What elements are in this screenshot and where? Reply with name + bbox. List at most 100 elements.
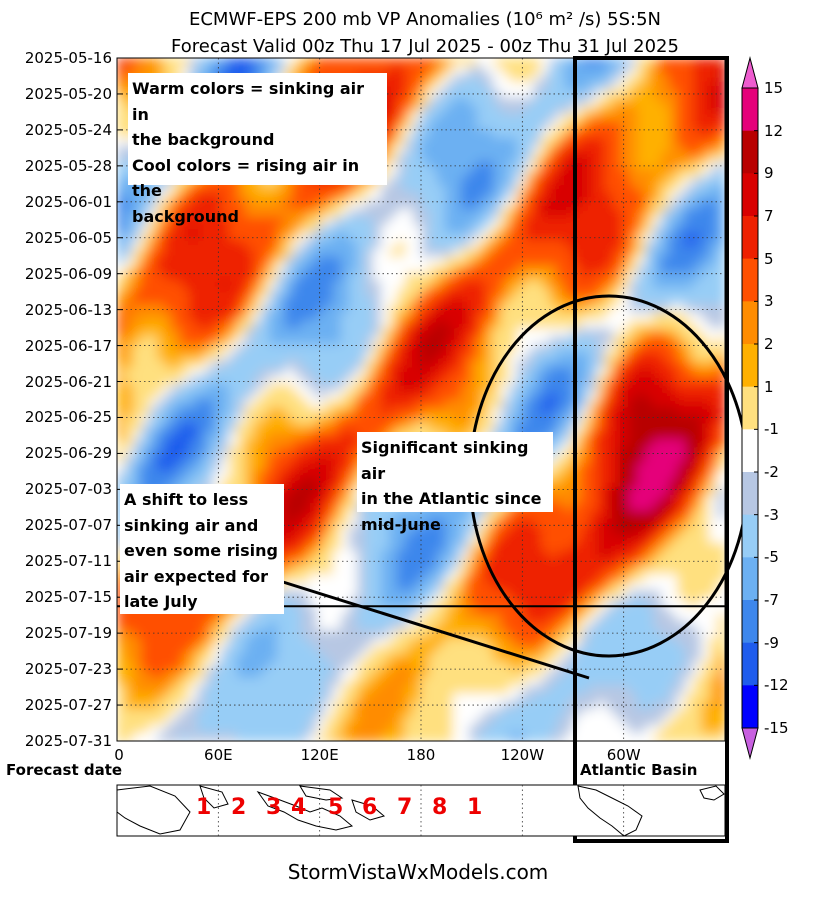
heat-cell: [669, 455, 678, 464]
heat-cell: [469, 129, 478, 139]
heat-cell: [485, 113, 494, 123]
heat-cell: [653, 478, 662, 488]
heat-cell: [429, 264, 438, 274]
heat-cell: [149, 65, 158, 75]
heat-cell: [709, 240, 718, 250]
heat-cell: [437, 65, 446, 75]
heat-cell: [397, 359, 406, 369]
heat-cell: [517, 415, 526, 425]
heat-cell: [365, 256, 374, 266]
heat-cell: [141, 383, 150, 393]
heat-cell: [261, 320, 270, 329]
heat-cell: [293, 185, 302, 194]
heat-cell: [677, 478, 686, 488]
heat-cell: [125, 463, 134, 472]
heat-cell: [261, 391, 270, 401]
heat-cell: [525, 367, 534, 377]
heat-cell: [149, 264, 158, 274]
heat-cell: [469, 383, 478, 393]
heat-cell: [293, 510, 302, 520]
heat-cell: [469, 288, 478, 298]
heat-cell: [493, 58, 502, 67]
heat-cell: [317, 248, 326, 258]
heat-cell: [669, 113, 678, 123]
heat-cell: [637, 550, 646, 560]
heat-cell: [509, 375, 518, 385]
heat-cell: [605, 145, 614, 155]
heat-cell: [269, 264, 278, 274]
heat-cell: [437, 566, 446, 576]
heat-cell: [637, 264, 646, 274]
heat-cell: [669, 550, 678, 560]
heat-cell: [605, 264, 614, 274]
heat-cell: [541, 73, 550, 83]
heat-cell: [213, 264, 222, 274]
heat-cell: [485, 232, 494, 242]
heat-cell: [693, 470, 702, 480]
heat-cell: [693, 455, 702, 464]
heat-cell: [397, 423, 406, 433]
heat-cell: [285, 193, 294, 202]
heat-cell: [533, 367, 542, 377]
heat-cell: [221, 470, 230, 480]
heat-cell: [701, 407, 710, 417]
heat-cell: [645, 399, 654, 409]
heat-cell: [221, 185, 230, 194]
heat-cell: [637, 288, 646, 298]
heat-cell: [565, 566, 574, 576]
heat-cell: [317, 58, 326, 67]
heat-cell: [293, 296, 302, 306]
heat-cell: [693, 224, 702, 234]
heat-cell: [349, 320, 358, 329]
heat-cell: [117, 193, 126, 202]
heat-cell: [597, 232, 606, 242]
heat-cell: [301, 574, 310, 584]
heat-cell: [277, 248, 286, 258]
heat-cell: [645, 566, 654, 576]
heat-cell: [165, 447, 174, 456]
heat-cell: [621, 248, 630, 258]
heat-cell: [309, 383, 318, 393]
heat-cell: [629, 161, 638, 171]
heat-cell: [693, 510, 702, 520]
heat-cell: [629, 550, 638, 560]
heat-cell: [149, 58, 158, 67]
heat-cell: [301, 320, 310, 329]
heat-cell: [517, 359, 526, 369]
heat-cell: [413, 73, 422, 83]
heat-cell: [645, 232, 654, 242]
heat-cell: [333, 185, 342, 194]
heat-cell: [629, 566, 638, 576]
heat-cell: [677, 97, 686, 107]
heat-cell: [421, 550, 430, 560]
heat-cell: [429, 153, 438, 163]
heat-cell: [581, 312, 590, 321]
heat-cell: [405, 58, 414, 67]
heat-cell: [557, 320, 566, 329]
heat-cell: [277, 415, 286, 425]
heat-cell: [541, 328, 550, 337]
heat-cell: [597, 463, 606, 472]
heat-cell: [429, 137, 438, 147]
heat-cell: [373, 328, 382, 337]
heat-cell: [373, 383, 382, 393]
heat-cell: [173, 240, 182, 250]
heat-cell: [205, 248, 214, 258]
heat-cell: [189, 312, 198, 321]
heat-cell: [677, 566, 686, 576]
heat-cell: [605, 439, 614, 449]
heat-cell: [285, 431, 294, 441]
heat-cell: [517, 145, 526, 155]
heat-cell: [509, 328, 518, 337]
heat-cell: [573, 169, 582, 179]
heat-cell: [453, 272, 462, 282]
heat-cell: [541, 113, 550, 123]
heat-cell: [117, 431, 126, 441]
heat-cell: [389, 65, 398, 75]
heat-cell: [525, 200, 534, 210]
heat-cell: [221, 320, 230, 329]
heat-cell: [709, 312, 718, 321]
heat-cell: [477, 351, 486, 361]
heat-cell: [293, 447, 302, 456]
heat-cell: [125, 431, 134, 441]
